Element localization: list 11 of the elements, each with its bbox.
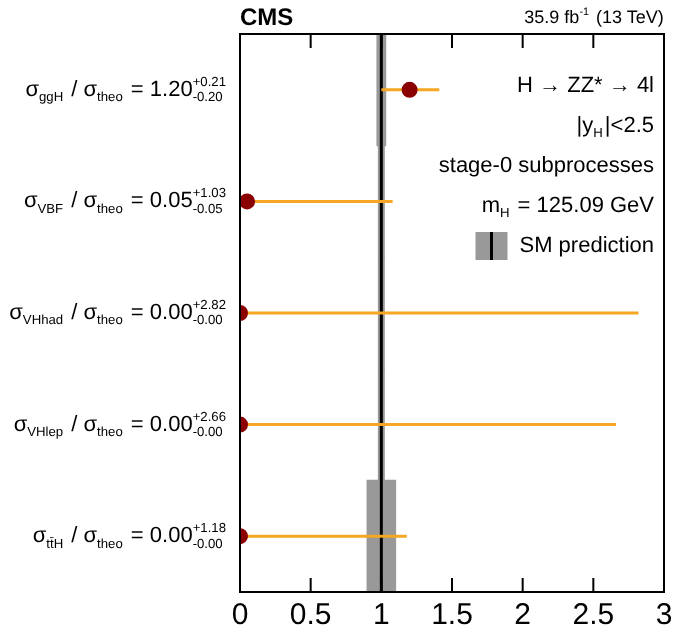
- x-tick-label: 1.5: [431, 598, 473, 633]
- x-tick-label: 0: [231, 598, 249, 633]
- x-tick-label: 3: [655, 598, 673, 633]
- x-tick-label: 1: [372, 598, 390, 633]
- x-tick-label: 2.5: [572, 598, 615, 633]
- annotation: stage-0 subprocesses: [438, 154, 655, 179]
- annotation: H → ZZ* → 4l: [517, 74, 655, 99]
- legend-label: SM prediction: [519, 234, 655, 259]
- x-tick-label: 2: [514, 598, 532, 633]
- chart-title: CMS: [240, 2, 294, 31]
- x-tick-label: 0.5: [289, 598, 332, 633]
